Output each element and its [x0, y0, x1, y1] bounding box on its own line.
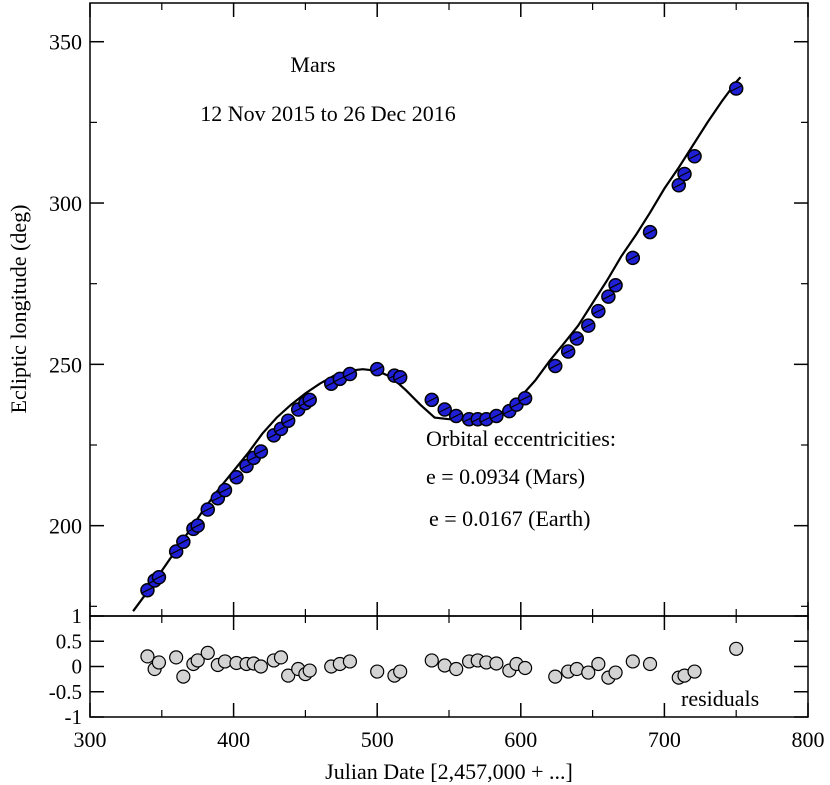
residual-point	[302, 663, 317, 678]
fit-curve-layer	[132, 76, 742, 612]
data-point-curve-segment	[609, 281, 622, 289]
y-tick-label: 200	[49, 514, 82, 539]
residual-point	[642, 656, 658, 672]
data-point-curve-segment	[152, 573, 166, 581]
residual-point	[342, 654, 358, 669]
fit-curve	[132, 76, 742, 612]
x-tick-label: 400	[217, 727, 250, 752]
data-point-curve-segment	[490, 412, 503, 420]
residual-point	[424, 653, 439, 668]
x-tick-label: 500	[361, 727, 394, 752]
data-point-curve-segment	[191, 522, 204, 530]
x-tick-label: 600	[504, 727, 537, 752]
eccentricity-earth: e = 0.0167 (Earth)	[429, 506, 590, 531]
residual-point	[169, 650, 184, 665]
residuals-label: residuals	[681, 686, 759, 711]
data-point-curve-segment	[678, 170, 691, 178]
residual-point	[687, 664, 702, 679]
data-point-curve-segment	[518, 394, 532, 402]
data-point-curve-segment	[643, 228, 657, 236]
residual-point	[591, 656, 606, 672]
data-point-curve-segment	[141, 586, 154, 594]
residual-point	[518, 660, 533, 676]
data-point-curve-segment	[303, 396, 316, 404]
main-y-ticks: 200 250 300 350	[49, 3, 809, 616]
data-point-curve-segment	[688, 152, 701, 160]
residual-point	[581, 665, 596, 680]
data-point-curve-segment	[548, 362, 562, 370]
data-point-curve-segment	[281, 417, 295, 425]
y-tick-label: 300	[49, 191, 82, 216]
data-point-curve-segment	[672, 181, 686, 189]
data-point-curve-segment	[592, 307, 605, 315]
x-tick-label: 800	[792, 727, 825, 752]
residual-point	[273, 650, 289, 665]
data-point-curve-segment	[393, 373, 407, 381]
data-point-curve-segment	[729, 84, 743, 93]
observation-points	[140, 81, 744, 598]
data-point-curve-segment	[561, 347, 575, 355]
residual-point	[200, 645, 215, 660]
data-point-curve-segment	[343, 370, 357, 378]
data-point-curve-segment	[254, 447, 268, 455]
residual-point	[253, 659, 268, 674]
residual-point	[729, 641, 744, 656]
data-point-curve-segment	[582, 322, 595, 330]
data-point-curve-segment	[218, 486, 232, 494]
residual-y-tick-label: 1	[72, 604, 83, 628]
residual-point	[281, 668, 296, 683]
residual-point	[151, 655, 167, 670]
data-point-curve-segment	[438, 405, 451, 414]
residual-point	[393, 664, 408, 679]
x-tick-label: 700	[648, 727, 681, 752]
residual-point	[176, 669, 191, 684]
residual-y-tick-label: -1	[65, 705, 83, 729]
residual-point	[370, 664, 385, 679]
data-point-curve-segment	[449, 412, 463, 420]
residual-point	[548, 669, 563, 684]
object-label: Mars	[290, 52, 335, 77]
y-tick-label: 350	[49, 30, 82, 55]
residual-point	[190, 653, 205, 668]
y-axis-label: Ecliptic longitude (deg)	[6, 205, 31, 414]
data-point-curve-segment	[201, 505, 215, 514]
residual-point	[140, 649, 155, 664]
data-point-curve-segment	[230, 473, 243, 481]
residual-point	[449, 661, 464, 677]
x-axis-label: Julian Date [2,457,000 + ...]	[325, 759, 573, 784]
data-point-curve-segment	[425, 396, 439, 404]
residual-points	[140, 641, 744, 685]
data-point-curve-segment	[602, 293, 615, 301]
y-tick-label: 250	[49, 352, 82, 377]
eccentricity-mars: e = 0.0934 (Mars)	[426, 464, 585, 489]
data-point-curve-segment	[177, 538, 190, 546]
residual-point	[625, 654, 640, 669]
residual-y-tick-label: 0	[72, 655, 83, 679]
data-point-curve-segment	[370, 365, 384, 373]
residual-point	[217, 654, 233, 669]
residual-y-tick-label: -0.5	[49, 680, 82, 704]
x-tick-label: 300	[74, 727, 107, 752]
data-point-curve-segment	[169, 547, 183, 556]
date-range-label: 12 Nov 2015 to 26 Dec 2016	[200, 101, 455, 126]
residual-point	[608, 665, 623, 680]
eccentricity-title: Orbital eccentricities:	[426, 426, 616, 451]
data-point-curve-segment	[626, 254, 640, 262]
residual-point	[489, 656, 504, 671]
data-point-curve-segment	[570, 335, 584, 343]
residual-y-tick-label: 0.5	[56, 629, 82, 653]
